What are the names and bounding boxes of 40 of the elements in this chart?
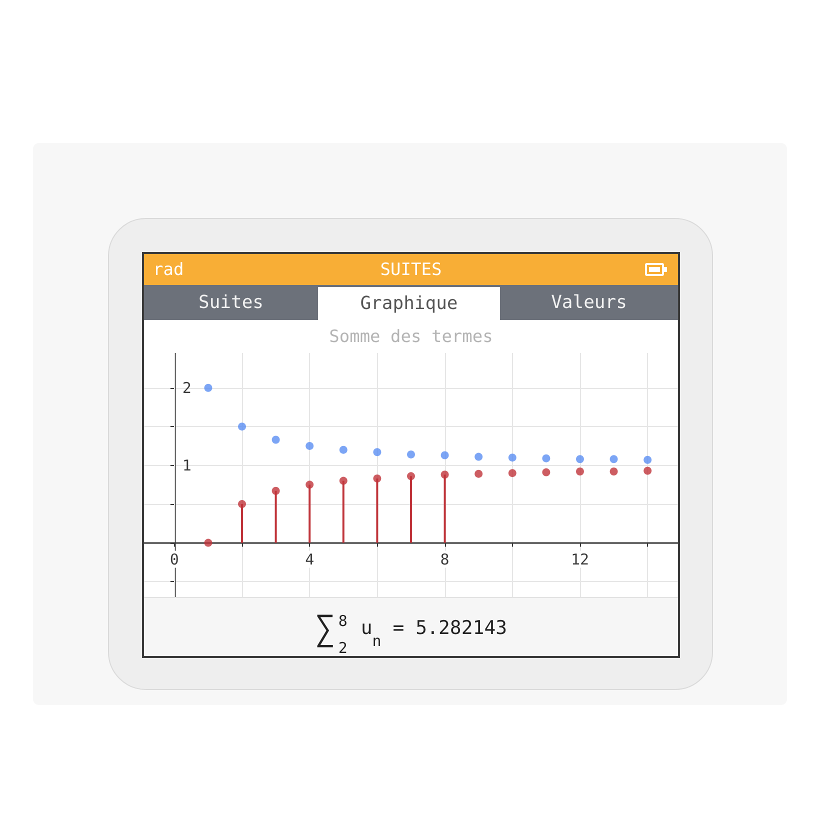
point <box>407 450 415 458</box>
point <box>644 456 652 464</box>
point <box>272 486 280 495</box>
point <box>542 454 550 462</box>
y-tick-label: 1 <box>182 456 192 474</box>
point <box>474 470 483 478</box>
point <box>238 500 246 508</box>
point <box>576 468 584 476</box>
x-tick-label: 12 <box>570 550 590 568</box>
point <box>610 468 618 476</box>
point <box>339 446 348 454</box>
text: Graphique <box>360 293 458 314</box>
point <box>306 480 314 489</box>
x-tick-label: 0 <box>170 550 179 568</box>
point <box>373 474 382 482</box>
point <box>373 448 382 456</box>
point <box>576 455 584 464</box>
point <box>204 538 212 547</box>
point <box>204 384 212 392</box>
chart-title: Somme des termes <box>329 326 493 346</box>
point <box>508 469 516 478</box>
text: rad <box>153 260 184 280</box>
point <box>474 452 483 461</box>
point <box>238 422 246 431</box>
x-tick-label: 4 <box>305 550 314 568</box>
point <box>440 451 449 460</box>
text: Suites <box>198 292 264 313</box>
point <box>339 476 348 485</box>
y-tick-label: 2 <box>182 378 192 397</box>
point <box>272 436 280 444</box>
text: Valeurs <box>551 292 627 313</box>
point <box>440 470 449 479</box>
point <box>542 468 550 476</box>
point <box>644 466 652 475</box>
point <box>407 472 415 480</box>
point <box>508 454 516 462</box>
x-tick-label: 8 <box>440 550 450 568</box>
point <box>610 455 618 464</box>
point <box>306 442 314 450</box>
text: SUITES <box>380 260 442 280</box>
